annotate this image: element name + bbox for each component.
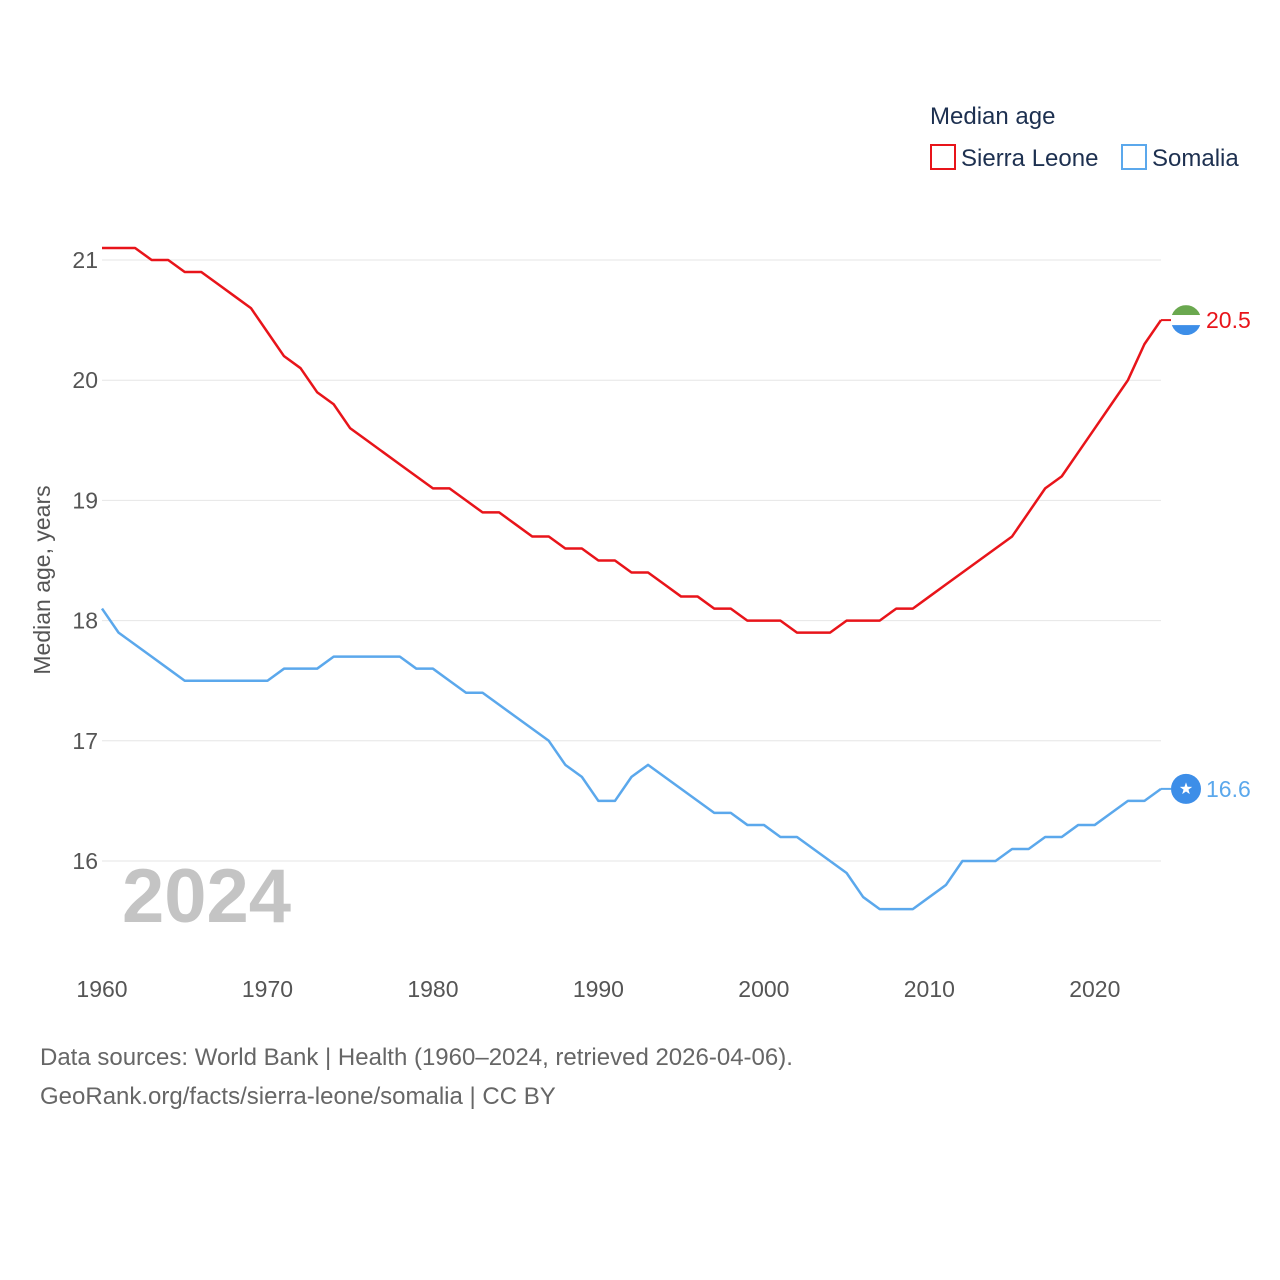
legend-swatch-sierra-leone bbox=[930, 144, 956, 170]
x-tick-label: 2010 bbox=[904, 976, 955, 1002]
source-text: Data sources: World Bank | Health (1960–… bbox=[40, 1044, 793, 1071]
x-tick-label: 1980 bbox=[407, 976, 458, 1002]
end-value-label-somalia: 16.6 bbox=[1206, 776, 1251, 802]
x-tick-label: 1990 bbox=[573, 976, 624, 1002]
x-axis-ticks: 1960 1970 1980 1990 2000 2010 2020 bbox=[76, 976, 1120, 1002]
somalia-flag-icon bbox=[1171, 773, 1201, 804]
legend-title: Median age bbox=[930, 103, 1055, 130]
legend-label-somalia: Somalia bbox=[1152, 145, 1239, 172]
gridlines bbox=[102, 259, 1161, 862]
series-line-sierra-leone bbox=[102, 246, 1163, 634]
end-value-label-sierra-leone: 20.5 bbox=[1206, 307, 1251, 333]
y-axis-label: Median age, years bbox=[29, 485, 55, 674]
legend-swatch-somalia bbox=[1121, 144, 1147, 170]
y-tick-label: 20 bbox=[72, 367, 98, 393]
y-tick-label: 19 bbox=[72, 487, 98, 513]
y-tick-label: 21 bbox=[72, 247, 98, 273]
legend-label-sierra-leone: Sierra Leone bbox=[961, 145, 1098, 172]
series-line-somalia bbox=[100, 607, 1162, 911]
y-axis-ticks: 16 17 18 19 20 21 bbox=[72, 247, 98, 874]
legend-item-sierra-leone[interactable]: Sierra Leone bbox=[930, 144, 1098, 172]
year-watermark: 2024 bbox=[122, 854, 291, 939]
x-tick-label: 2000 bbox=[738, 976, 789, 1002]
x-tick-label: 1970 bbox=[242, 976, 293, 1002]
legend: Median age Sierra Leone Somalia bbox=[930, 103, 1239, 172]
source-url-text: GeoRank.org/facts/sierra-leone/somalia |… bbox=[40, 1083, 556, 1110]
x-tick-label: 1960 bbox=[76, 976, 127, 1002]
y-tick-label: 17 bbox=[72, 728, 98, 754]
y-tick-label: 16 bbox=[72, 848, 98, 874]
x-tick-label: 2020 bbox=[1069, 976, 1120, 1002]
legend-item-somalia[interactable]: Somalia bbox=[1121, 144, 1239, 172]
sierra-leone-flag-icon bbox=[1171, 305, 1201, 336]
y-tick-label: 18 bbox=[72, 608, 98, 634]
